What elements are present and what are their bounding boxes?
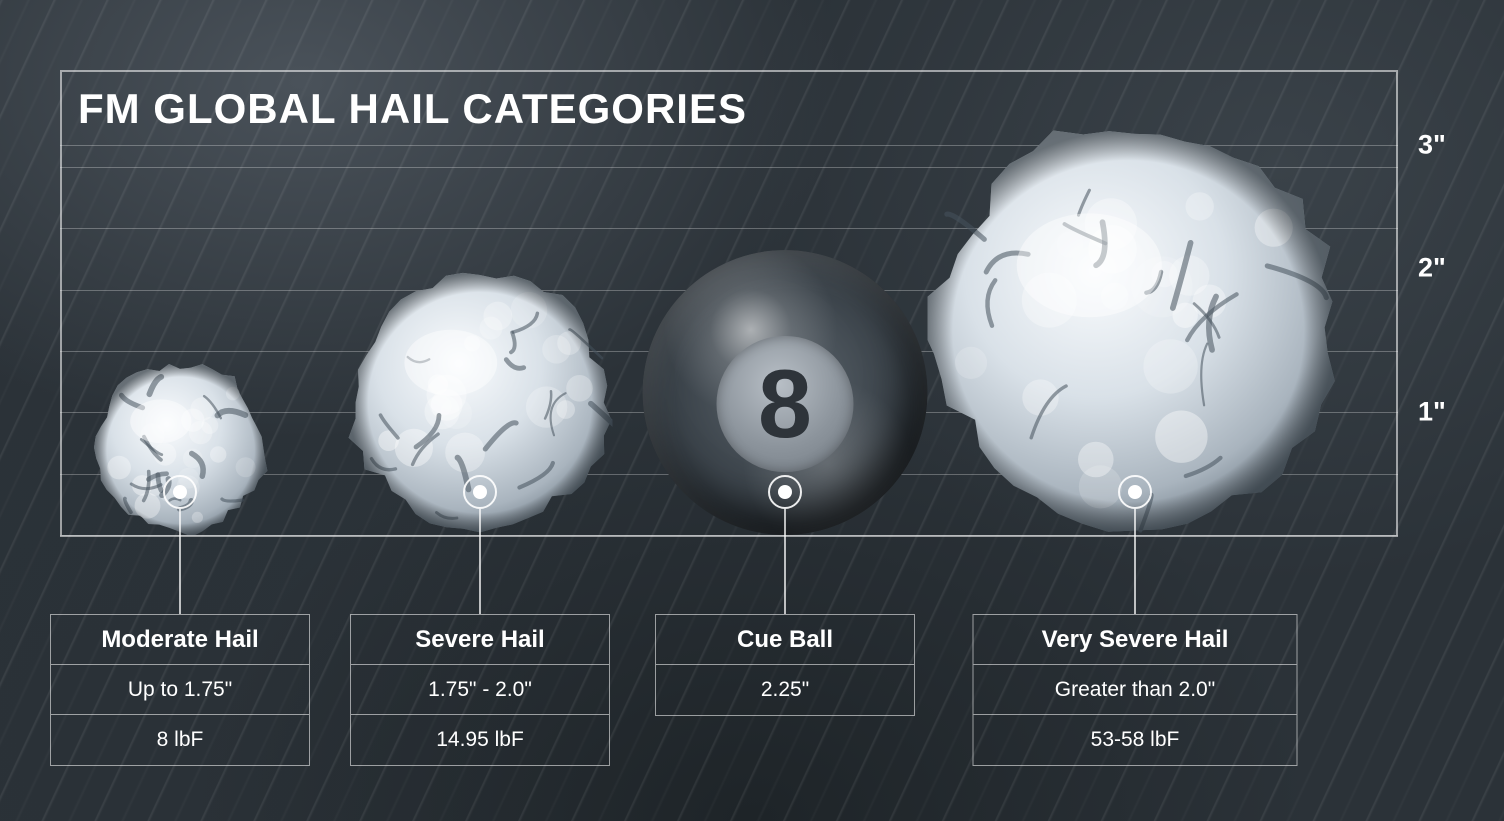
- tick-label: 3": [1418, 130, 1446, 161]
- cue-ball-label-disc: 8: [717, 336, 854, 473]
- infobox-severe: Severe Hail1.75" - 2.0"14.95 lbF: [350, 614, 610, 766]
- infobox-force: 14.95 lbF: [351, 715, 609, 765]
- infobox-verysevere: Very Severe HailGreater than 2.0"53-58 l…: [973, 614, 1298, 766]
- infobox-category: Severe Hail: [351, 615, 609, 665]
- cue-ball: 8: [643, 250, 928, 535]
- infobox-category: Moderate Hail: [51, 615, 309, 665]
- infobox-size: 1.75" - 2.0": [351, 665, 609, 715]
- infobox-size: 2.25": [656, 665, 914, 715]
- infobox-force: 8 lbF: [51, 715, 309, 765]
- hailstone-moderate: [93, 360, 268, 535]
- gridline: [60, 535, 1398, 536]
- infobox-category: Cue Ball: [656, 615, 914, 665]
- hailstone-severe: [348, 270, 613, 535]
- infobox-size: Greater than 2.0": [974, 665, 1297, 715]
- tick-label: 1": [1418, 397, 1446, 428]
- infobox-size: Up to 1.75": [51, 665, 309, 715]
- page-title: FM GLOBAL HAIL CATEGORIES: [78, 85, 747, 133]
- cue-ball-number: 8: [758, 348, 812, 460]
- infobox-category: Very Severe Hail: [974, 615, 1297, 665]
- tick-label: 2": [1418, 253, 1446, 284]
- infobox-force: 53-58 lbF: [974, 715, 1297, 765]
- infobox-moderate: Moderate HailUp to 1.75"8 lbF: [50, 614, 310, 766]
- infobox-cueball: Cue Ball2.25": [655, 614, 915, 716]
- hailstone-verysevere: [928, 120, 1343, 535]
